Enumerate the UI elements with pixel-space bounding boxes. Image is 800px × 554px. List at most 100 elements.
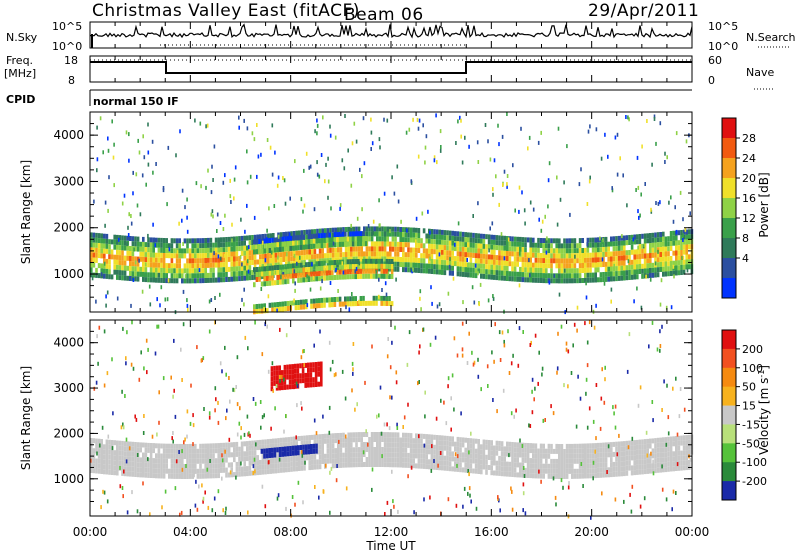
- velocity-speckle: [214, 386, 217, 391]
- velocity-cell: [113, 440, 116, 446]
- power-cell: [594, 267, 597, 273]
- power-cell: [519, 241, 522, 247]
- velocity-cell: [584, 463, 587, 469]
- power-speckle: [312, 275, 315, 280]
- velocity-speckle: [541, 372, 543, 377]
- velocity-cell: [623, 441, 626, 447]
- power-cell: [268, 265, 272, 271]
- power-cell: [297, 262, 300, 268]
- velocity-speckle: [492, 398, 494, 402]
- power-cell: [688, 259, 691, 265]
- power-cell: [380, 268, 383, 274]
- nsearch-tick-high: 10^5: [708, 20, 738, 33]
- velocity-cell: [537, 453, 540, 459]
- velocity-cell: [283, 364, 287, 370]
- velocity-cell: [274, 468, 278, 474]
- velocity-cell: [586, 463, 590, 469]
- velocity-cell: [144, 447, 148, 453]
- power-cell: [495, 255, 499, 261]
- velocity-cell: [217, 473, 220, 479]
- power-cell: [649, 233, 652, 238]
- power-cell: [373, 246, 376, 252]
- power-cell: [320, 233, 324, 239]
- power-cell: [349, 269, 352, 275]
- power-cell: [454, 261, 457, 267]
- power-cell: [199, 278, 202, 284]
- power-cell: [126, 235, 129, 241]
- velocity-speckle: [119, 484, 122, 489]
- velocity-cell: [584, 443, 587, 449]
- power-cell: [315, 276, 318, 282]
- velocity-cell: [529, 473, 532, 479]
- velocity-cell: [160, 443, 163, 449]
- power-cell: [516, 251, 519, 257]
- velocity-speckle: [629, 492, 631, 497]
- power-cell: [415, 247, 418, 253]
- velocity-speckle: [480, 387, 482, 392]
- velocity-cell: [100, 449, 103, 454]
- power-speckle: [487, 139, 489, 144]
- power-cell: [303, 230, 306, 235]
- velocity-cell: [287, 457, 291, 463]
- power-speckle: [96, 157, 99, 162]
- power-speckle: [147, 150, 150, 155]
- power-cell: [516, 241, 519, 247]
- velocity-speckle: [315, 431, 318, 436]
- velocity-speckle: [461, 321, 464, 326]
- velocity-cell: [591, 443, 595, 449]
- power-cell: [487, 244, 491, 250]
- power-speckle: [563, 180, 565, 185]
- power-cell: [131, 271, 135, 277]
- velocity-cell: [287, 462, 291, 468]
- velocity-speckle: [209, 459, 211, 463]
- velocity-cell: [175, 468, 179, 474]
- velocity-cell: [165, 468, 168, 474]
- velocity-speckle: [562, 485, 564, 490]
- power-cell: [568, 248, 571, 254]
- power-cell: [323, 232, 326, 238]
- power-speckle: [449, 257, 451, 262]
- power-cell: [238, 246, 241, 252]
- velocity-cell: [269, 463, 272, 469]
- power-cell: [451, 270, 454, 276]
- power-cell: [214, 277, 218, 283]
- power-cell: [659, 232, 662, 237]
- power-cell: [279, 306, 282, 312]
- power-cell: [307, 234, 311, 240]
- velocity-cell: [318, 459, 322, 465]
- power-cell: [396, 256, 400, 262]
- power-cell: [331, 260, 334, 266]
- velocity-cell: [142, 462, 145, 468]
- power-cell: [641, 248, 644, 254]
- velocity-cell: [469, 448, 473, 454]
- power-cell: [225, 262, 228, 267]
- power-cell: [321, 228, 324, 234]
- power-speckle: [139, 212, 142, 217]
- power-cell: [365, 226, 369, 232]
- velocity-cell: [116, 455, 119, 461]
- velocity-speckle: [627, 445, 630, 450]
- velocity-cell: [417, 463, 421, 469]
- velocity-speckle: [182, 322, 185, 327]
- velocity-cell: [560, 444, 564, 449]
- power-cell: [240, 245, 244, 251]
- velocity-cell: [555, 463, 558, 469]
- power-cell: [407, 267, 410, 273]
- velocity-cell: [428, 449, 431, 455]
- velocity-cell: [464, 457, 467, 463]
- velocity-cell: [646, 438, 649, 444]
- power-cell: [289, 273, 292, 279]
- power-cell: [149, 262, 153, 268]
- velocity-cell: [312, 377, 315, 383]
- velocity-speckle: [147, 457, 149, 462]
- velocity-speckle: [540, 479, 542, 484]
- power-speckle: [229, 178, 231, 183]
- velocity-speckle: [530, 340, 532, 345]
- velocity-cell: [365, 447, 369, 452]
- power-cell: [623, 260, 626, 266]
- velocity-cell: [339, 447, 343, 453]
- power-cell: [672, 270, 675, 276]
- velocity-cell: [214, 448, 218, 454]
- power-cell: [552, 248, 556, 254]
- velocity-cell: [121, 455, 124, 461]
